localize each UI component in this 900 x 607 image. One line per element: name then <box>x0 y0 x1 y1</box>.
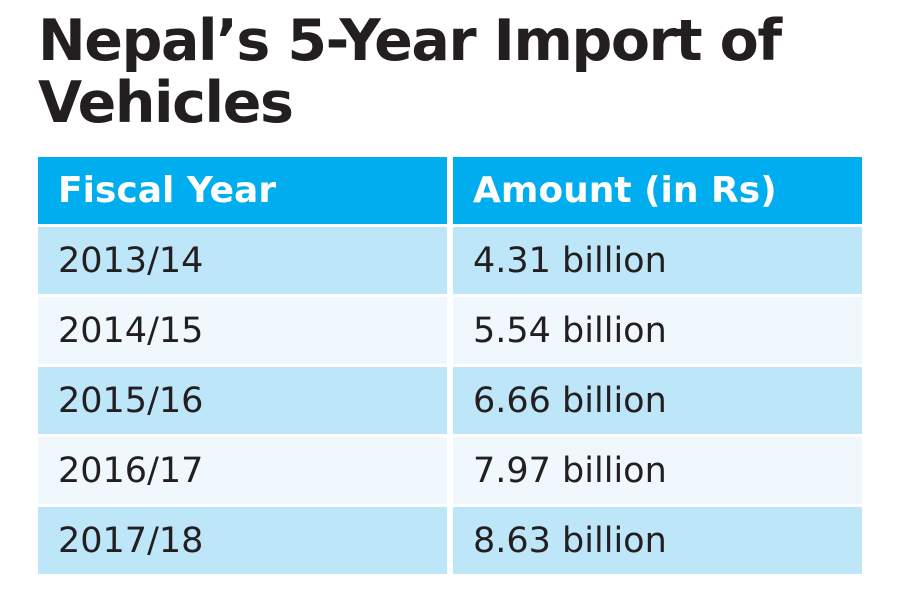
table-cell-year: 2017/18 <box>38 507 447 574</box>
import-table: Fiscal Year Amount (in Rs) 2013/14 4.31 … <box>38 157 862 574</box>
table-cell-amount: 4.31 billion <box>453 227 862 294</box>
chart-title: Nepal’s 5-Year Import of Vehicles <box>38 8 782 136</box>
table-cell-amount: 5.54 billion <box>453 297 862 364</box>
table-cell-year: 2013/14 <box>38 227 447 294</box>
table-cell-year: 2015/16 <box>38 367 447 434</box>
column-header-fiscal-year: Fiscal Year <box>38 157 447 224</box>
column-header-amount: Amount (in Rs) <box>453 157 862 224</box>
table-cell-amount: 7.97 billion <box>453 437 862 504</box>
table-cell-year: 2014/15 <box>38 297 447 364</box>
table-cell-amount: 6.66 billion <box>453 367 862 434</box>
table-cell-year: 2016/17 <box>38 437 447 504</box>
table-cell-amount: 8.63 billion <box>453 507 862 574</box>
